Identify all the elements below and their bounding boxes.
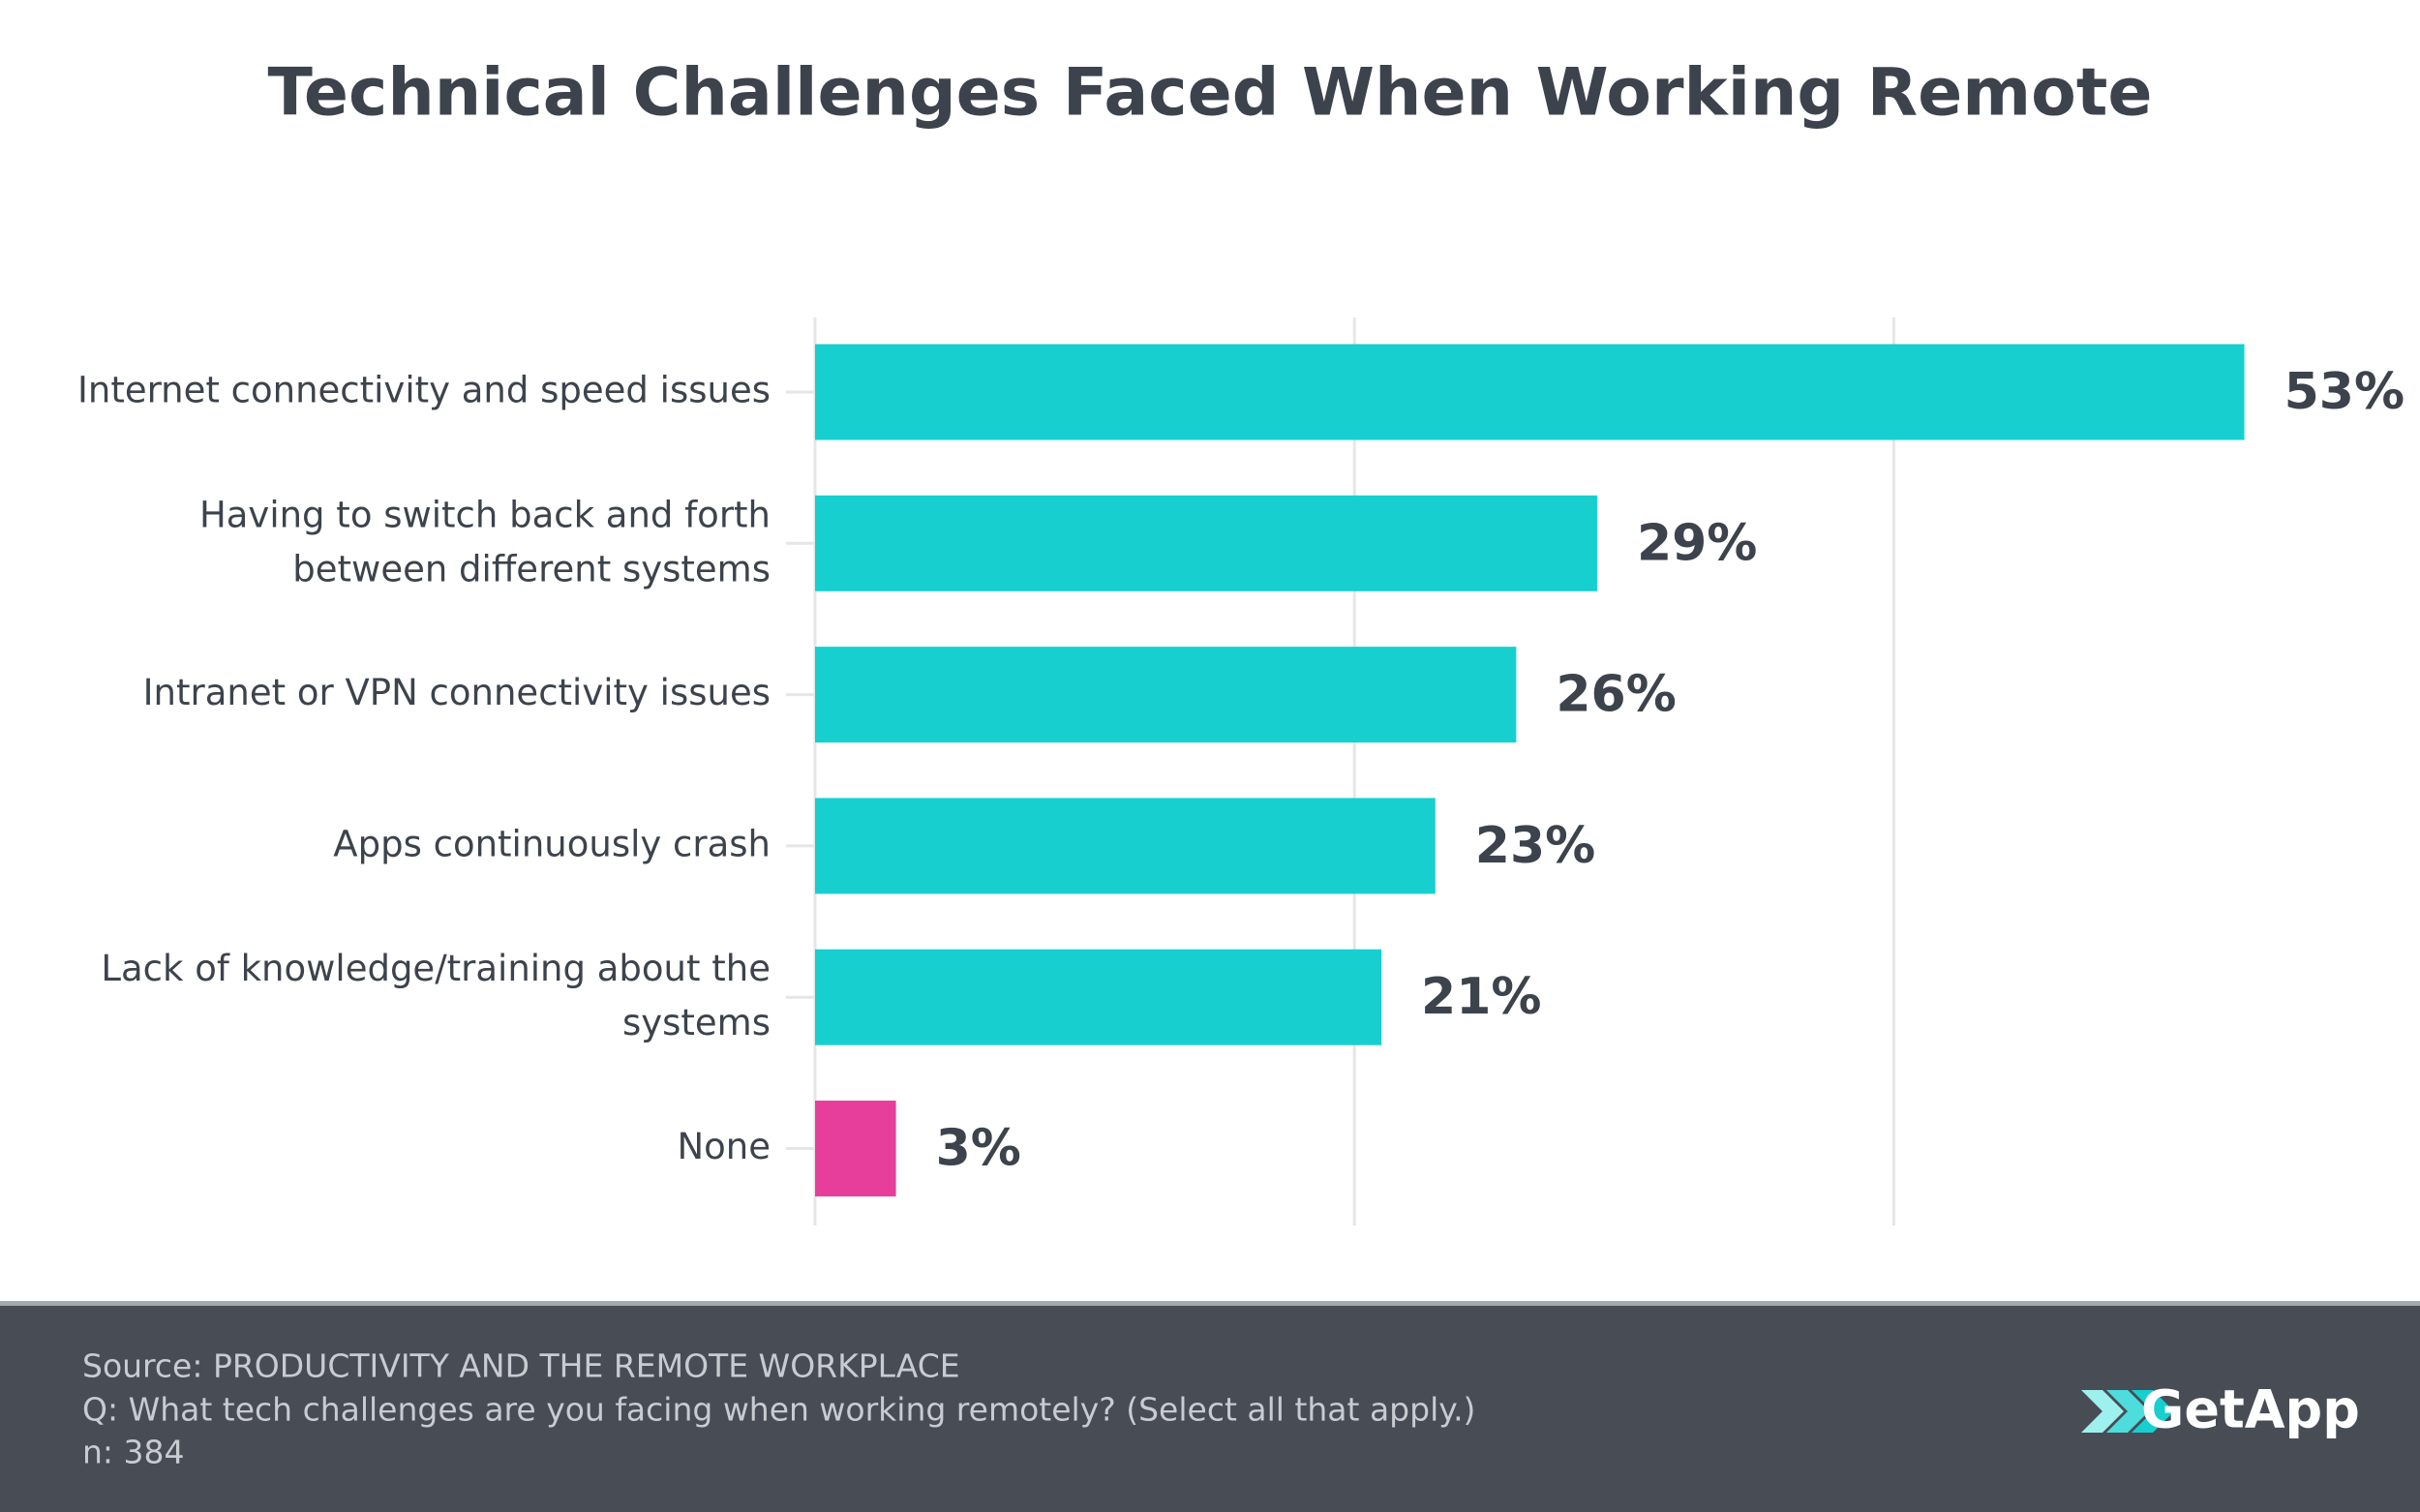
bar xyxy=(815,798,1436,894)
bar xyxy=(815,1101,896,1196)
data-label: 21% xyxy=(1421,968,1541,1026)
chart-title: Technical Challenges Faced When Working … xyxy=(268,55,2153,132)
logo-text: GetApp xyxy=(2141,1379,2360,1440)
y-tick-label: Apps continuously crash xyxy=(333,823,771,864)
footer-source: Source: PRODUCTIVITY AND THE REMOTE WORK… xyxy=(82,1347,960,1385)
footer-n: n: 384 xyxy=(82,1434,185,1471)
y-tick-label: Intranet or VPN connectivity issues xyxy=(143,672,771,713)
data-label: 29% xyxy=(1637,514,1757,572)
footer-border xyxy=(0,1301,2420,1306)
footer xyxy=(0,1301,2420,1512)
y-tick-label: Having to switch back and forth between d… xyxy=(199,494,771,590)
y-tick-label: None xyxy=(677,1126,771,1167)
logo-icon xyxy=(2081,1390,2174,1433)
data-label: 23% xyxy=(1475,817,1595,875)
footer-question: Q: What tech challenges are you facing w… xyxy=(82,1391,1475,1429)
bar xyxy=(815,495,1597,591)
data-label: 53% xyxy=(2284,363,2405,421)
y-tick-label: Lack of knowledge/training about the syst… xyxy=(101,948,771,1043)
data-label: 26% xyxy=(1556,666,1676,724)
y-tick-label: Internet connectivity and speed issues xyxy=(77,370,771,411)
bar xyxy=(815,344,2245,440)
data-label: 3% xyxy=(936,1120,1021,1178)
bar xyxy=(815,647,1517,743)
bar xyxy=(815,949,1382,1045)
